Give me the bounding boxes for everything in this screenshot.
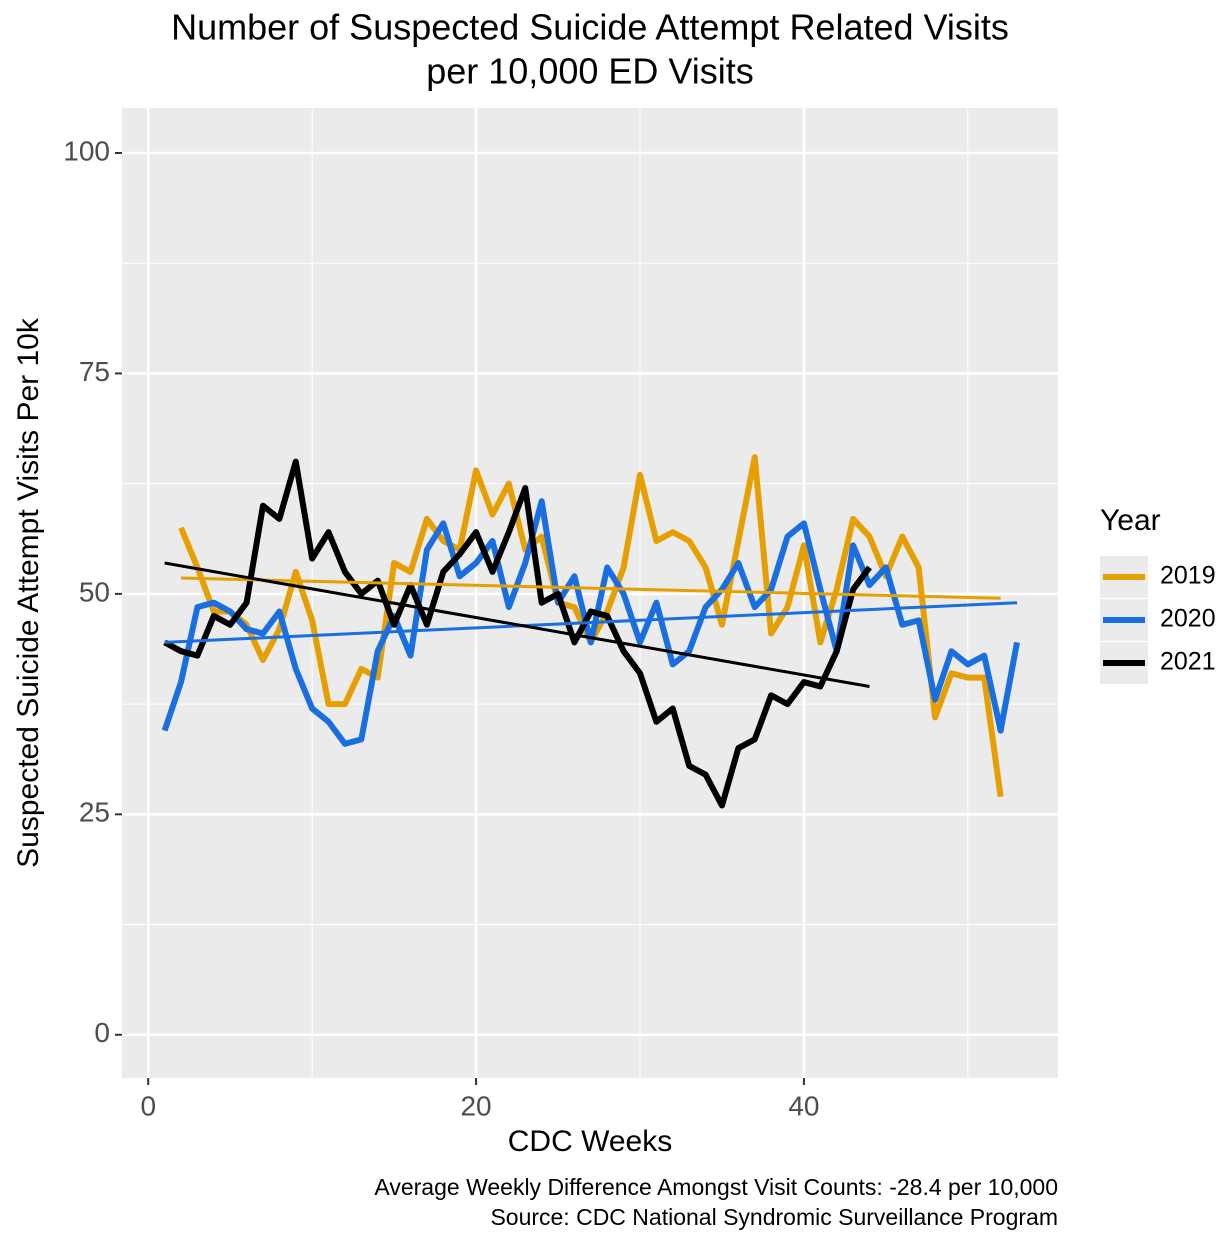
series-line bbox=[161, 498, 1020, 747]
trend-line bbox=[164, 561, 870, 688]
legend-label: 2020 bbox=[1160, 605, 1216, 633]
chart-title: per 10,000 ED Visits bbox=[426, 51, 754, 92]
x-tick-label: 40 bbox=[788, 1090, 819, 1121]
y-tick-label: 100 bbox=[63, 135, 110, 166]
x-tick-label: 20 bbox=[460, 1090, 491, 1121]
x-tick-label: 0 bbox=[140, 1090, 156, 1121]
caption: Average Weekly Difference Amongst Visit … bbox=[374, 1174, 1058, 1200]
y-tick-label: 75 bbox=[79, 356, 110, 387]
trend-line bbox=[164, 601, 1018, 644]
caption: Source: CDC National Syndromic Surveilla… bbox=[490, 1204, 1058, 1230]
y-tick-label: 25 bbox=[79, 797, 110, 828]
legend-label: 2021 bbox=[1160, 648, 1216, 676]
y-tick-label: 50 bbox=[79, 576, 110, 607]
chart-title: Number of Suspected Suicide Attempt Rela… bbox=[171, 7, 1009, 48]
series-line bbox=[163, 458, 872, 809]
trend-line bbox=[180, 576, 1001, 600]
legend-label: 2019 bbox=[1160, 562, 1216, 590]
y-tick-label: 0 bbox=[94, 1017, 110, 1048]
x-axis-title: CDC Weeks bbox=[508, 1125, 672, 1158]
legend-title: Year bbox=[1100, 504, 1161, 537]
y-axis-title: Suspected Suicide Attempt Visits Per 10k bbox=[12, 317, 45, 868]
